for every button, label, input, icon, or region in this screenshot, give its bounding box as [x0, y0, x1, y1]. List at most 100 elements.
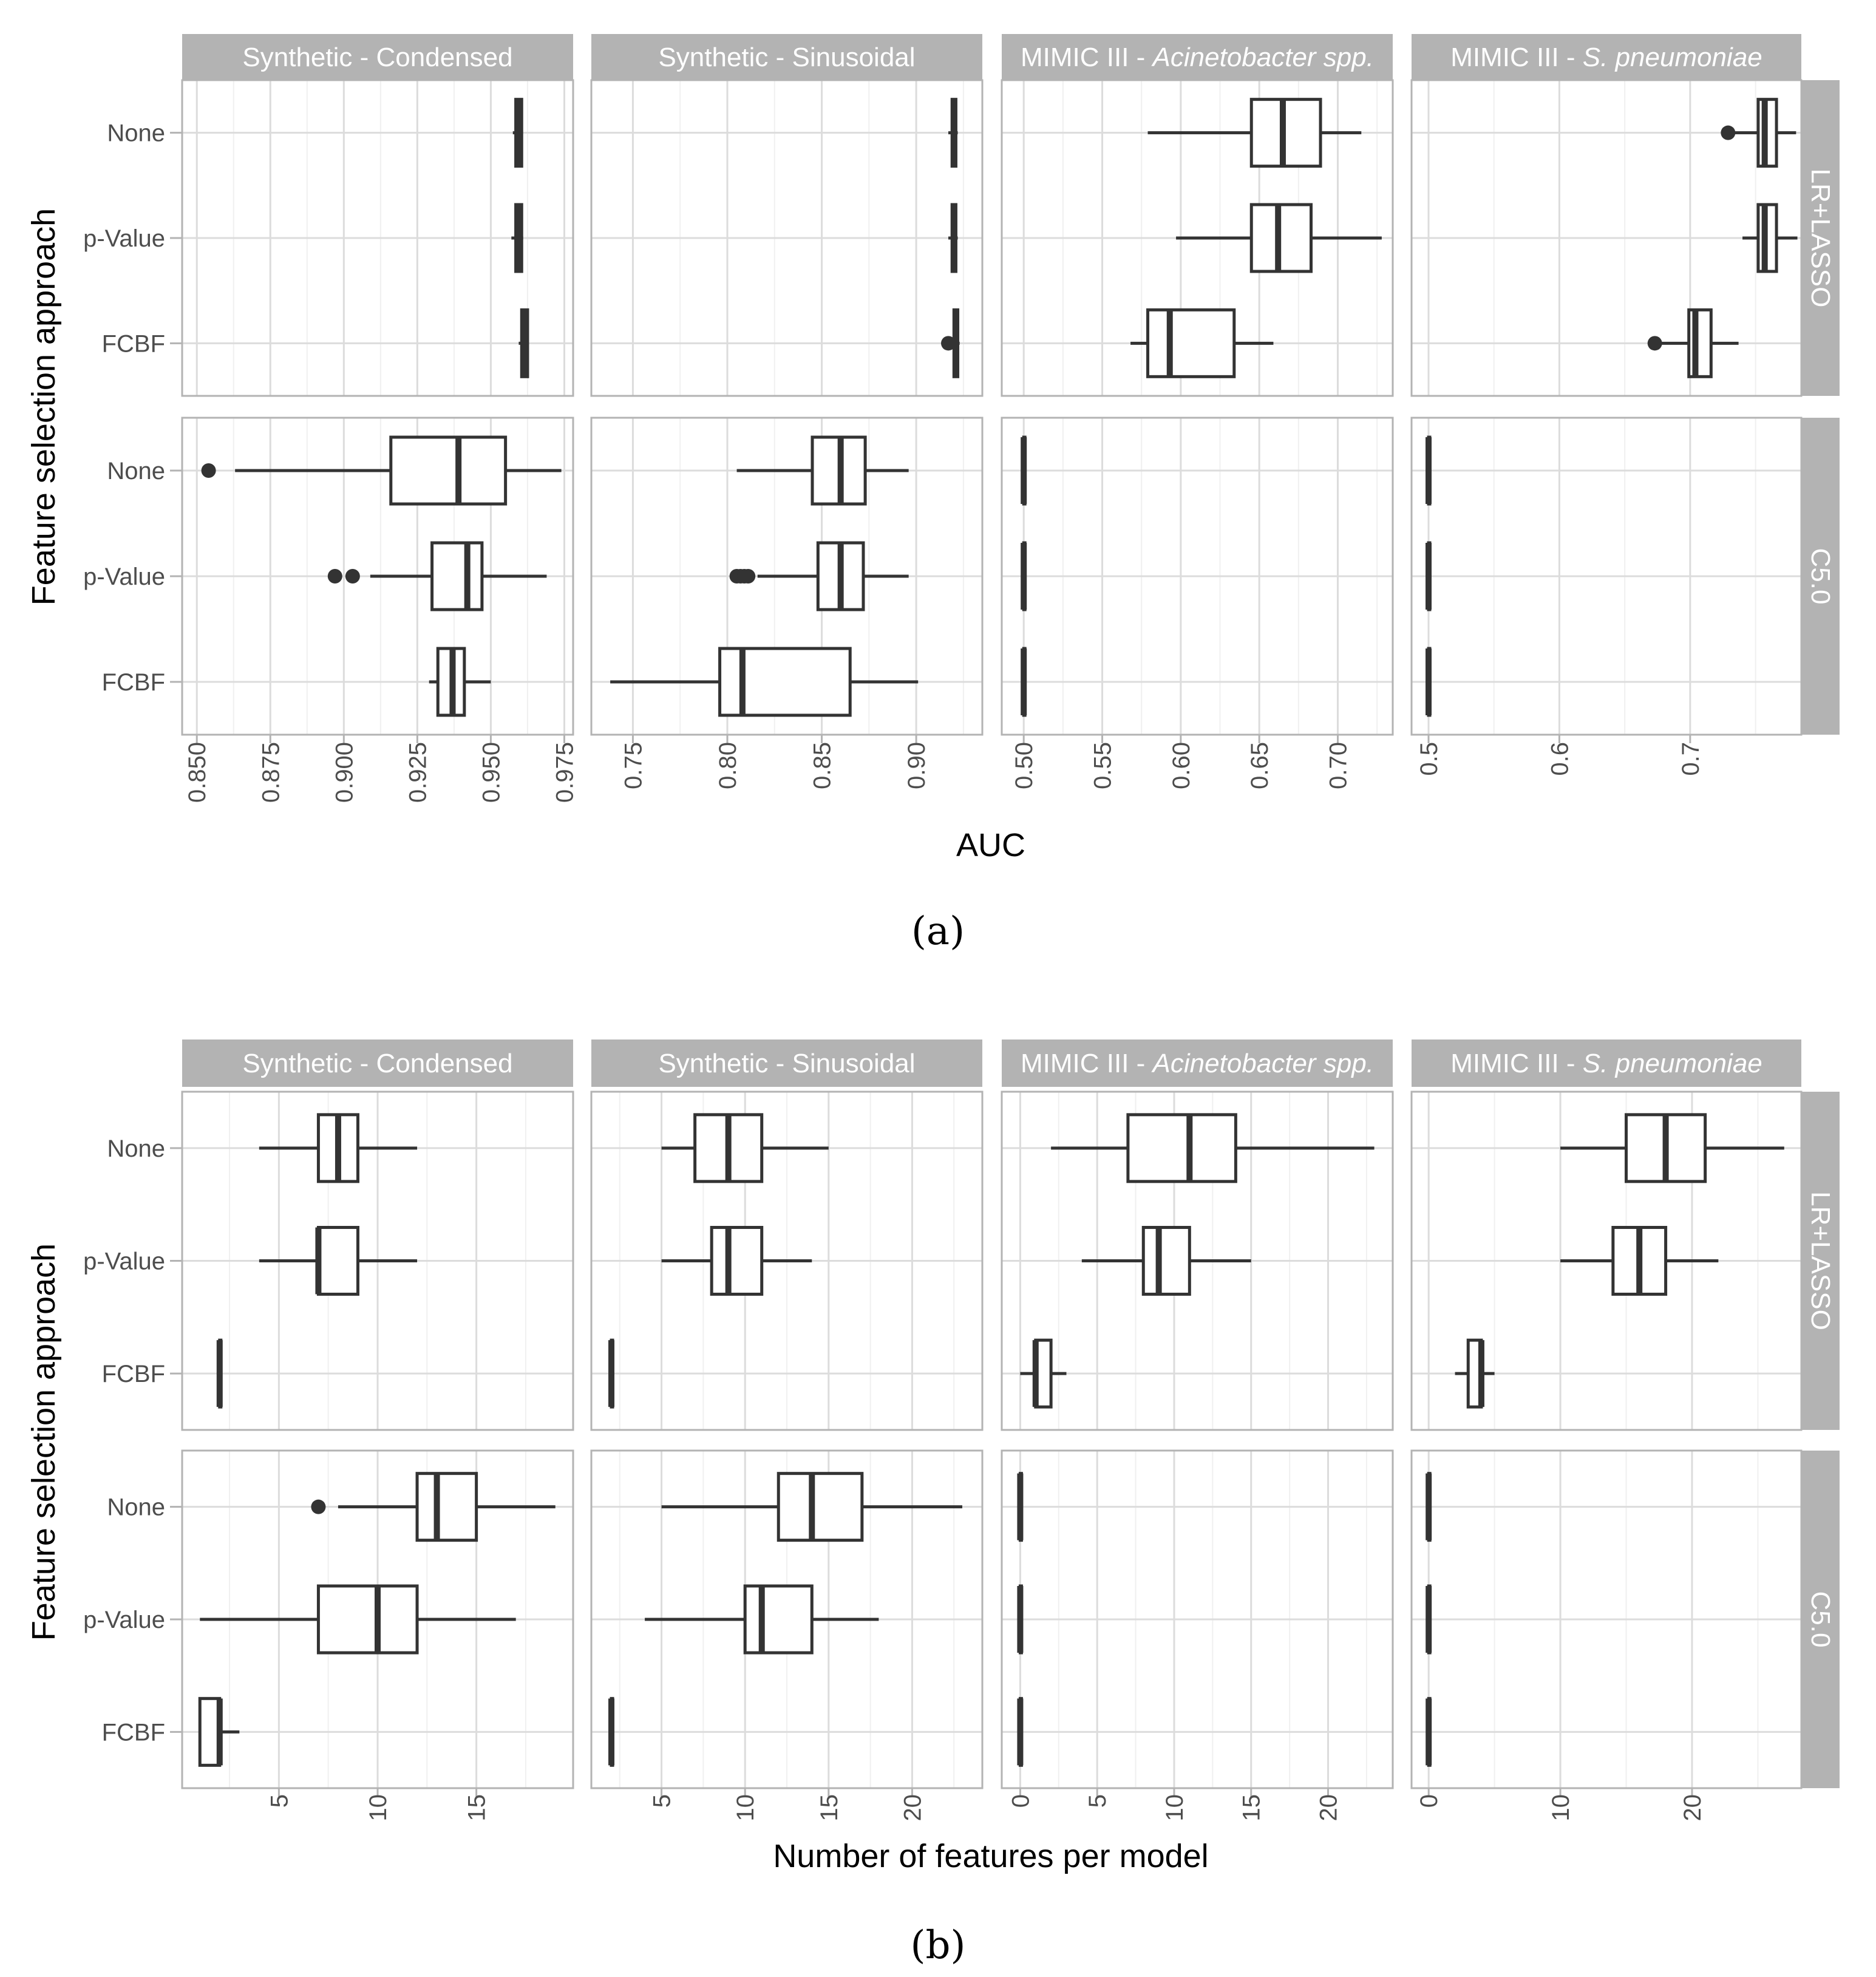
box-plot: [1051, 1113, 1375, 1183]
strip-label-part: S. pneumoniae: [1583, 43, 1762, 72]
box-plot: [1721, 98, 1796, 168]
box-plot: [1020, 1338, 1067, 1409]
box-plot: [736, 435, 909, 506]
column-strip-label: MIMIC III - Acinetobacter spp.: [1021, 43, 1374, 72]
box-plot: [259, 1113, 418, 1183]
box-plot: [200, 1584, 516, 1655]
x-tick-label: 0.90: [903, 742, 930, 789]
strip-label-part: MIMIC III -: [1450, 43, 1583, 72]
box-plot: [311, 1472, 556, 1542]
x-tick-label: 0.80: [715, 742, 741, 789]
box-body: [1126, 1113, 1237, 1183]
box-body: [1249, 203, 1313, 273]
panel: Synthetic - Condensed 0.850 0.875 0.900 0.92…: [181, 34, 578, 803]
column-strip-label: Synthetic - Sinusoidal: [658, 43, 915, 72]
x-tick-label: 0.925: [404, 742, 431, 803]
panel-border: [181, 79, 574, 397]
column-strip-label: MIMIC III - Acinetobacter spp.: [1021, 1049, 1374, 1078]
x-tick-label: 15: [1239, 1794, 1265, 1822]
box-plot: [1426, 435, 1432, 506]
panel-border: [1410, 79, 1803, 397]
panel: MIMIC III - S. pneumoniae 0.5 0.6 0.7: [1410, 34, 1803, 776]
box-body: [389, 435, 508, 506]
y-axis-title: Feature selection approach: [25, 1244, 62, 1641]
y-tick-label: p-Value: [83, 563, 165, 590]
x-axis-title: AUC: [956, 827, 1025, 863]
y-axis-title: Feature selection approach: [25, 208, 62, 605]
box-plot: [661, 1226, 812, 1296]
panel: MIMIC III - Acinetobacter spp. 0 5 10 15 20: [1001, 1040, 1394, 1822]
box-body: [718, 647, 852, 717]
box-plot: [1021, 435, 1027, 506]
y-tick-label: FCBF: [102, 669, 165, 696]
box-body: [1146, 308, 1236, 378]
strip-label-part: Synthetic - Condensed: [242, 43, 512, 72]
x-tick-label: 0.7: [1677, 742, 1704, 776]
x-tick-label: 0.75: [620, 742, 647, 789]
panel-border: [1001, 1091, 1394, 1431]
column-strip: [182, 1040, 573, 1087]
y-tick-label: None: [107, 458, 165, 485]
x-tick-label: 5: [266, 1794, 293, 1808]
chart-a: Feature selection approach AUC None p-Value…: [25, 34, 1840, 863]
x-axis-title: Number of features per model: [773, 1838, 1208, 1874]
y-tick-label: FCBF: [102, 330, 165, 357]
box-body: [743, 1584, 814, 1655]
box-plot: [1081, 1226, 1251, 1296]
box-body: [1687, 308, 1713, 378]
x-tick-label: 20: [1316, 1794, 1342, 1822]
box-plot: [1742, 203, 1798, 273]
row-strip: [1801, 1451, 1840, 1788]
x-tick-label: 0.60: [1168, 742, 1195, 789]
chart-b: Feature selection approach Number of feat…: [25, 1040, 1840, 1874]
column-strip: [1002, 34, 1393, 80]
box-plot: [1426, 541, 1432, 611]
box-plot: [259, 1226, 418, 1296]
column-strip-label: Synthetic - Sinusoidal: [658, 1049, 915, 1078]
box-body: [777, 1472, 864, 1542]
x-tick-label: 0.50: [1011, 742, 1038, 789]
x-tick-label: 10: [365, 1794, 392, 1822]
panel-border: [181, 417, 574, 736]
panel-border: [1001, 79, 1394, 397]
outlier-point: [327, 569, 342, 584]
strip-label-part: MIMIC III -: [1450, 1049, 1583, 1078]
box-plot: [608, 1338, 615, 1409]
box-plot: [1017, 1584, 1024, 1655]
box-plot: [941, 308, 960, 378]
box-plot: [661, 1472, 962, 1542]
y-tick-label: None: [107, 1494, 165, 1521]
column-strip: [591, 1040, 982, 1087]
x-tick-label: 10: [1161, 1794, 1188, 1822]
panel: MIMIC III - Acinetobacter spp. 0.50 0.55 0.…: [1001, 34, 1394, 789]
sub-label-b: (b): [911, 1923, 966, 1968]
box-body: [415, 1472, 478, 1542]
box-plot: [1017, 1472, 1024, 1542]
y-tick-label: p-Value: [83, 225, 165, 252]
row-strip-label: LR+LASSO: [1806, 169, 1835, 308]
box-body: [1249, 98, 1322, 168]
x-tick-label: 0.85: [809, 742, 836, 789]
strip-label-part: MIMIC III -: [1021, 43, 1153, 72]
box-plot: [610, 647, 919, 717]
box-plot: [948, 98, 958, 168]
y-tick-label: FCBF: [102, 1719, 165, 1746]
x-tick-label: 15: [464, 1794, 491, 1822]
box-body: [1141, 1226, 1191, 1296]
y-tick-label: None: [107, 1135, 165, 1162]
column-strip-label: Synthetic - Condensed: [242, 1049, 512, 1078]
panel-border: [1410, 1091, 1803, 1431]
row-strip-label: C5.0: [1806, 1591, 1835, 1648]
box-plot: [661, 1113, 829, 1183]
box-body: [316, 1584, 419, 1655]
panel-border: [590, 417, 984, 736]
strip-label-part: Synthetic - Sinusoidal: [658, 43, 915, 72]
row-strip: [1801, 80, 1840, 396]
box-plot: [198, 1696, 240, 1767]
x-tick-label: 5: [1084, 1794, 1111, 1808]
sub-label-a: (a): [911, 909, 965, 954]
strip-label-part: MIMIC III -: [1021, 1049, 1153, 1078]
box-plot: [327, 541, 547, 611]
column-strip: [1002, 1040, 1393, 1087]
row-strip: [1801, 418, 1840, 735]
